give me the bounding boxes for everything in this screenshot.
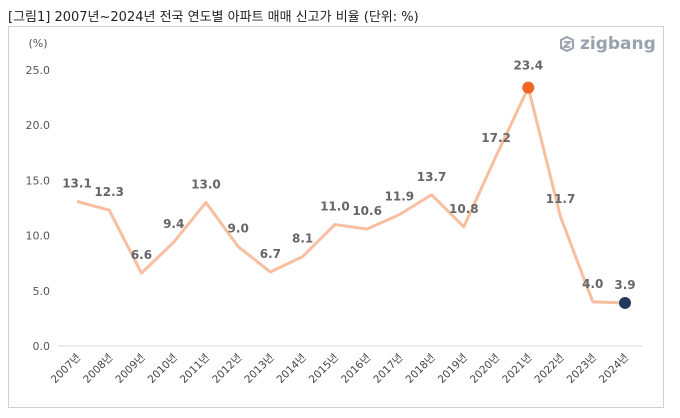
x-tick-label: 2011년 — [178, 352, 212, 386]
data-points — [522, 81, 631, 309]
x-axis-ticks: 2007년2008년2009년2010년2011년2012년2013년2014년… — [49, 352, 631, 386]
data-label: 11.7 — [546, 192, 576, 206]
y-tick-label: 5.0 — [33, 285, 51, 298]
data-label: 6.6 — [131, 248, 152, 262]
data-label: 13.1 — [62, 176, 92, 190]
x-tick-label: 2008년 — [81, 352, 115, 386]
x-tick-label: 2022년 — [532, 352, 566, 386]
x-tick-label: 2013년 — [242, 352, 276, 386]
data-label: 4.0 — [582, 277, 603, 291]
data-labels: 13.112.36.69.413.09.06.78.111.0 10.611.91… — [62, 59, 635, 292]
data-label: 17.2 — [481, 131, 511, 145]
x-tick-label: 2021년 — [500, 352, 534, 386]
y-tick-label: 20.0 — [26, 119, 51, 132]
y-axis-unit-label: (%) — [28, 37, 47, 50]
highlight-point — [619, 296, 631, 309]
data-label: 11.9 — [385, 190, 415, 204]
data-label: 11.0 — [320, 200, 350, 214]
data-label: 9.4 — [163, 217, 184, 231]
x-tick-label: 2012년 — [210, 352, 244, 386]
data-label: 13.7 — [417, 170, 447, 184]
x-tick-label: 2014년 — [275, 352, 309, 386]
y-tick-label: 15.0 — [26, 174, 51, 187]
data-label: 6.7 — [260, 247, 281, 261]
series-line — [76, 86, 626, 305]
x-tick-label: 2010년 — [146, 352, 180, 386]
chart-title: [그림1] 2007년~2024년 전국 연도별 아파트 매매 신고가 비율 (… — [8, 10, 419, 25]
y-tick-label: 0.0 — [33, 340, 51, 353]
data-label: 10.8 — [449, 202, 479, 216]
x-tick-label: 2015년 — [307, 352, 341, 386]
data-label: 9.0 — [228, 222, 249, 236]
x-tick-label: 2017년 — [371, 352, 405, 386]
data-label: 10.6 — [352, 204, 382, 218]
data-label: 13.0 — [191, 177, 221, 191]
chart-frame — [8, 26, 664, 408]
x-tick-label: 2020년 — [468, 352, 502, 386]
x-tick-label: 2024년 — [597, 352, 631, 386]
y-tick-label: 10.0 — [26, 230, 51, 243]
logo-text: zigbang — [580, 34, 656, 54]
y-tick-label: 25.0 — [26, 64, 51, 77]
zigbang-logo: zigbang — [558, 34, 656, 54]
data-label: 23.4 — [513, 59, 543, 73]
data-label: 3.9 — [614, 278, 635, 292]
x-tick-label: 2016년 — [339, 352, 373, 386]
x-tick-label: 2007년 — [49, 352, 83, 386]
x-tick-label: 2023년 — [565, 352, 599, 386]
data-label: 12.3 — [94, 185, 124, 199]
y-axis-ticks: 0.0 5.0 10.0 15.0 20.0 25.0 — [26, 64, 51, 353]
zigbang-logo-icon — [560, 35, 574, 53]
x-tick-label: 2019년 — [436, 352, 470, 386]
x-tick-label: 2009년 — [113, 352, 147, 386]
x-tick-label: 2018년 — [403, 352, 437, 386]
data-label: 8.1 — [292, 232, 313, 246]
highlight-point — [522, 81, 535, 94]
